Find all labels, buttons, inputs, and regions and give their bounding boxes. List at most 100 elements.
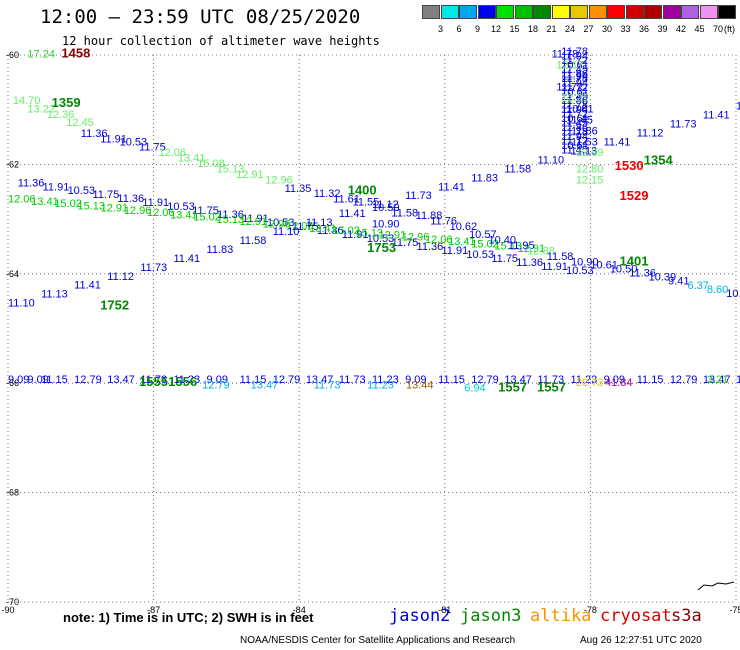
pass-time-label: 1752: [100, 297, 129, 312]
track-D-value: 11.86: [561, 68, 588, 80]
scale-swatch: [607, 5, 625, 19]
track-E-value: 9.09: [207, 374, 228, 386]
lon-tick-label: -84: [293, 605, 306, 615]
wave-height-label: 10.4: [726, 288, 740, 300]
wave-height-label: 11.58: [547, 251, 574, 263]
scale-label: 21: [546, 24, 557, 34]
scale-label: 9: [474, 24, 480, 34]
satellite-legend-jason2: jason2: [389, 606, 451, 626]
wave-height-label: 13.41: [178, 153, 206, 165]
track-E-value: 12.79: [471, 374, 499, 386]
track-C-value: 11.12: [637, 128, 664, 140]
scale-swatch: [681, 5, 699, 19]
track-C-value: 11.12: [372, 199, 399, 211]
wave-height-label: 20.73: [576, 377, 604, 389]
pass-time-label: 1753: [367, 240, 396, 255]
scale-swatch: [644, 5, 662, 19]
scale-label: 70: [712, 24, 723, 34]
track-E-value: 12.79: [273, 374, 301, 386]
satellite-legend-jason3: jason3: [460, 606, 522, 626]
wave-height-label: 10.90: [571, 257, 599, 269]
track-E-value: 11.73: [537, 374, 564, 386]
track-C-value: 11.10: [537, 154, 564, 166]
track-A-value: 11.75: [92, 189, 119, 201]
track-A-value: 11.91: [43, 181, 70, 193]
lon-tick-label: -90: [1, 605, 14, 615]
track-D-value: 11.94: [561, 131, 588, 143]
wave-height-label: 13.44: [406, 380, 434, 392]
lat-tick-label: -64: [6, 269, 19, 279]
wave-height-label: 10.61: [590, 259, 618, 271]
wave-height-label: 6.37: [687, 280, 708, 292]
wave-height-label: 6.94: [464, 382, 485, 394]
wave-height-label: 12.15: [576, 175, 604, 187]
track-D-value: 11.94: [561, 50, 588, 62]
track-C-value: 11.41: [703, 110, 730, 122]
track-A-value: 10.53: [367, 233, 395, 245]
wave-height-label: 11.36: [629, 268, 656, 280]
track-C-value: 11.13: [571, 145, 598, 157]
wave-height-label: 11.94: [561, 71, 588, 83]
track-D-value: 11.45: [561, 118, 588, 130]
lat-tick-label: -68: [6, 488, 19, 498]
track-D-value: 10.61: [561, 86, 589, 98]
scale-label: 36: [638, 24, 649, 34]
track-A-value: 11.36: [217, 209, 244, 221]
track-E-value: 11.15: [438, 374, 465, 386]
scale-swatch: [496, 5, 514, 19]
generated-timestamp: Aug 26 12:27:51 UTC 2020: [580, 635, 702, 646]
track-C-value: 11.13: [306, 217, 333, 229]
track-C-value: 11.41: [74, 280, 101, 292]
track-C-value: 11.73: [405, 190, 432, 202]
scale-swatch: [699, 5, 718, 19]
track-C-value: 11.73: [670, 119, 697, 131]
wave-height-label: 9.41: [668, 276, 689, 288]
wave-height-label: 10.62: [450, 221, 478, 233]
track-D-value: 10.61: [561, 113, 589, 125]
wave-height-label: 15.13: [217, 164, 245, 176]
track-D-value: 11.78: [561, 46, 588, 58]
track-D-value: 11.72: [561, 109, 588, 121]
pass-time-label: 1557: [498, 379, 527, 394]
track-A-value: 11.91: [441, 245, 468, 257]
pass-time-label: 1555: [139, 374, 168, 389]
lat-tick-label: -70: [6, 597, 19, 607]
wave-height-label: 12.79: [202, 380, 230, 392]
track-C-value: 11.10: [8, 298, 35, 310]
pass-time-label: 1354: [644, 152, 674, 167]
track-E-value: 11.15: [41, 374, 68, 386]
scale-swatch: [551, 5, 570, 19]
credit-line: NOAA/NESDIS Center for Satellite Applica…: [240, 635, 516, 646]
wave-height-label: 11.76: [430, 216, 457, 228]
wave-height-label: 12.96: [265, 175, 293, 187]
track-D-value: 11.45: [561, 64, 588, 76]
scale-label: 45: [694, 24, 705, 34]
track-B-value: 12.91: [379, 229, 407, 241]
pass-time-label: 1400: [348, 182, 377, 197]
track-B-value: 12.96: [263, 218, 291, 230]
track-C-value: 11.58: [240, 235, 267, 247]
satellite-legend-altika: altika: [530, 606, 592, 626]
wave-height-label: 11.53: [571, 136, 598, 148]
scale-swatch: [533, 5, 551, 19]
wave-height-label: 10.50: [610, 264, 638, 276]
wave-height-label: 12.91: [236, 169, 264, 181]
track-A-value: 10.53: [68, 185, 96, 197]
track-E-value: 13.47: [504, 374, 532, 386]
wave-height-label: 12.36: [47, 109, 75, 121]
track-D-value: 11.94: [561, 104, 588, 116]
wave-height-label: 9.09: [27, 374, 48, 386]
scale-label: 15: [509, 24, 520, 34]
pass-time-label: 1458: [61, 46, 90, 61]
wave-height-label: 8.60: [707, 284, 728, 296]
track-E-value: 13.47: [306, 374, 334, 386]
track-C-value: 11.83: [736, 101, 740, 113]
track-A-value: 11.75: [292, 221, 319, 233]
wave-height-label: 12.88: [527, 246, 555, 258]
track-A-value: 11.36: [417, 241, 444, 253]
scale-unit-label: (ft): [724, 24, 735, 34]
track-E-value: 11.23: [372, 374, 399, 386]
wave-height-label: 10.39: [649, 271, 677, 283]
